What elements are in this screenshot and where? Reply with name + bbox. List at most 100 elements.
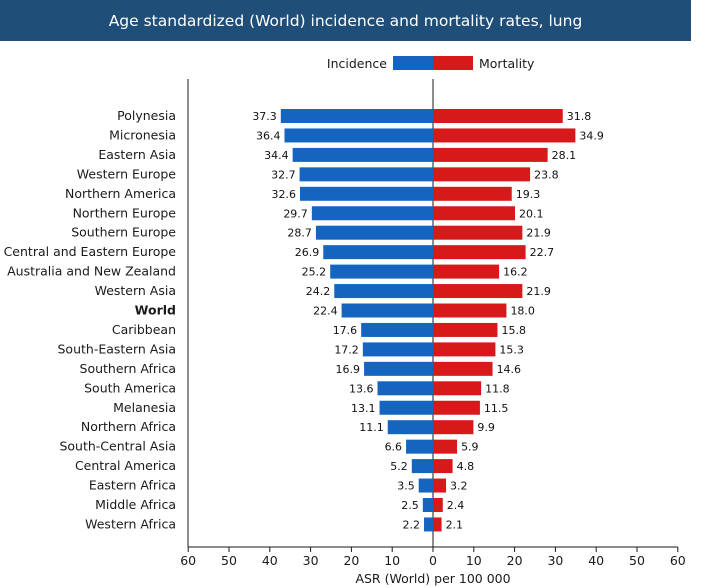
incidence-value-label: 37.3 [252,110,277,123]
mortality-value-label: 21.9 [526,227,551,240]
category-label: Southern Africa [80,361,176,376]
incidence-bar [330,264,433,279]
mortality-bar [433,109,563,123]
mortality-bar [433,225,523,240]
mortality-bar [433,381,482,396]
mortality-bar [433,478,447,493]
incidence-value-label: 6.6 [385,441,403,454]
incidence-bar [387,420,433,435]
incidence-bar [334,284,433,299]
incidence-value-label: 3.5 [397,480,415,493]
mortality-bar [433,186,512,201]
category-label: Middle Africa [95,497,176,512]
incidence-value-label: 22.4 [313,305,338,318]
mortality-bar [433,303,507,318]
x-tick-label: 40 [262,553,278,568]
incidence-bar [361,322,433,337]
mortality-value-label: 34.9 [579,129,604,142]
incidence-bar [299,186,433,201]
mortality-value-label: 15.3 [499,343,524,356]
incidence-value-label: 26.9 [295,246,320,259]
mortality-bar [433,517,442,532]
category-label: Northern America [65,186,176,201]
incidence-bar [284,128,433,143]
mortality-bar [433,245,526,260]
chart-title: Age standardized (World) incidence and m… [0,0,691,41]
mortality-value-label: 22.7 [530,246,555,259]
incidence-value-label: 2.2 [403,518,421,531]
incidence-bar [424,517,433,532]
x-tick-label: 50 [221,553,237,568]
x-tick-label: 0 [429,553,437,568]
axes: 60 50 40 30 20 10 0 10 20 30 40 50 60 ASR (World) per… [180,79,686,586]
mortality-bar [433,147,548,162]
x-tick-label: 30 [547,553,563,568]
incidence-value-label: 24.2 [306,285,331,298]
incidence-bar [377,381,433,396]
incidence-bar [362,342,433,357]
category-label: Northern Europe [73,205,177,220]
mortality-value-label: 4.8 [457,460,475,473]
incidence-value-label: 29.7 [283,207,308,220]
x-tick-label: 50 [629,553,645,568]
mortality-value-label: 3.2 [450,480,468,493]
x-tick-label: 60 [180,553,196,568]
incidence-bar [311,206,433,221]
x-tick-label: 20 [507,553,523,568]
mortality-bar [433,206,516,221]
category-label: Polynesia [117,108,176,123]
category-label: South-Central Asia [59,439,176,454]
lung-cancer-rates-chart: Incidence Mortality 60 50 40 30 20 10 0 10 20 30 40… [4,56,686,586]
incidence-value-label: 34.4 [264,149,289,162]
incidence-bar [418,478,433,493]
incidence-value-label: 2.5 [401,499,419,512]
incidence-value-label: 13.1 [351,402,376,415]
x-tick-label: 20 [343,553,359,568]
incidence-value-label: 32.7 [271,168,296,181]
mortality-value-label: 5.9 [461,441,479,454]
mortality-value-label: 11.5 [484,402,509,415]
incidence-bar [379,400,433,415]
category-label: Melanesia [113,400,176,415]
incidence-value-label: 5.2 [390,460,408,473]
incidence-value-label: 28.7 [287,227,312,240]
mortality-value-label: 9.9 [477,421,495,434]
mortality-bar [433,284,523,299]
incidence-bar [292,147,433,162]
x-tick-label: 30 [303,553,319,568]
incidence-bar [411,459,433,474]
incidence-bar [323,245,433,260]
category-label: Western Asia [95,283,176,298]
mortality-value-label: 2.4 [447,499,465,512]
mortality-value-label: 28.1 [552,149,577,162]
incidence-value-label: 32.6 [271,188,296,201]
incidence-bar [406,439,433,454]
category-label: World [135,303,176,318]
incidence-bar [280,109,433,123]
x-tick-label: 10 [466,553,482,568]
incidence-bar [422,498,433,512]
incidence-value-label: 17.6 [333,324,358,337]
mortality-bar [433,322,498,337]
category-label: Caribbean [112,322,176,337]
x-axis-label: ASR (World) per 100 000 [355,571,510,586]
mortality-bar [433,167,531,182]
mortality-bar [433,361,493,376]
category-label: Western Europe [77,166,177,181]
incidence-bar [315,225,433,240]
legend-label-incidence: Incidence [327,56,387,71]
x-tick-label: 60 [670,553,686,568]
mortality-bar [433,128,576,143]
mortality-bar [433,400,480,415]
x-tick-label: 40 [588,553,604,568]
mortality-value-label: 14.6 [497,363,522,376]
mortality-bar [433,264,500,279]
category-label: Western Africa [85,516,176,531]
mortality-value-label: 31.8 [567,110,592,123]
category-label: South-Eastern Asia [57,341,176,356]
legend-label-mortality: Mortality [479,56,535,71]
mortality-value-label: 16.2 [503,266,528,279]
mortality-bar [433,459,453,474]
incidence-bar [341,303,433,318]
legend: Incidence Mortality [327,56,535,71]
